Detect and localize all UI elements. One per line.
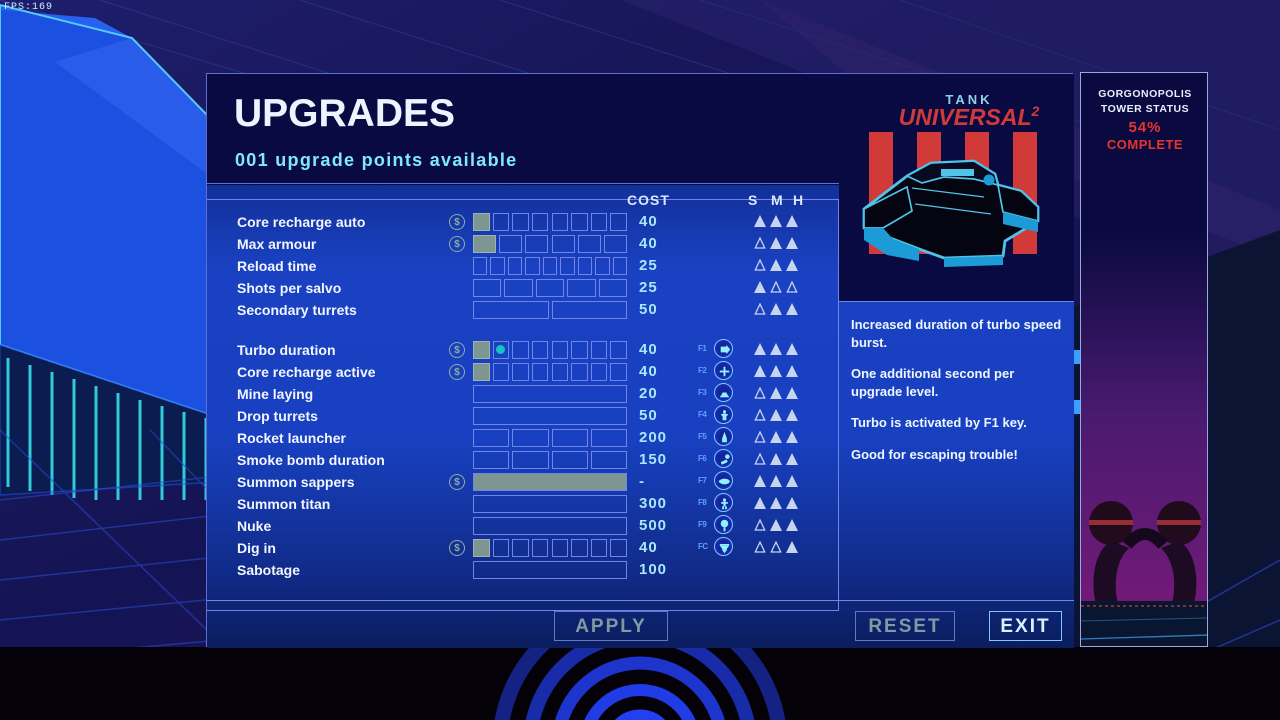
- svg-text:UNIVERSAL2: UNIVERSAL2: [899, 103, 1040, 130]
